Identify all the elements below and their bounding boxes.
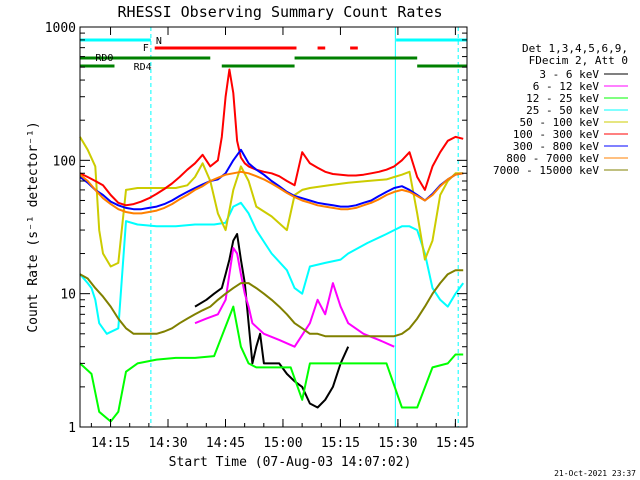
- legend: Det 1,3,4,5,6,9, FDecim 2, Att 0 3 - 6 k…: [493, 42, 628, 177]
- x-axis-ticks: 14:15 14:30 14:45 15:00 15:15 15:30 15:45: [90, 27, 475, 451]
- series-line-2: [79, 305, 464, 423]
- series-line-0: [194, 233, 350, 409]
- series-line-1: [194, 247, 395, 348]
- y-tick-label-2: 100: [53, 154, 76, 169]
- y-tick-label-3: 1000: [45, 21, 76, 36]
- legend-label-5: 100 - 300 keV: [513, 128, 599, 141]
- legend-label-1: 6 - 12 keV: [533, 80, 600, 93]
- y-tick-label-1: 10: [60, 288, 76, 303]
- y-axis-label: Count Rate (s⁻¹ detector⁻¹): [26, 121, 41, 332]
- series-line-8: [79, 269, 464, 338]
- y-axis-ticks: 1 10 100 1000: [45, 21, 467, 436]
- state-bar-label-rd0: RD0: [95, 53, 113, 64]
- legend-header-2: FDecim 2, Att 0: [529, 54, 628, 67]
- timestamp: 21-Oct-2021 23:37: [554, 469, 636, 478]
- x-tick-label-2: 14:45: [206, 436, 245, 451]
- legend-header-1: Det 1,3,4,5,6,9,: [522, 42, 628, 55]
- axes: 14:15 14:30 14:45 15:00 15:15 15:30 15:45 1101…: [26, 21, 475, 470]
- x-axis-label: Start Time (07-Aug-03 14:07:02): [169, 455, 412, 470]
- series-line-7: [79, 170, 464, 215]
- series-line-6: [79, 148, 464, 211]
- series-line-5: [79, 68, 464, 207]
- x-tick-label-0: 14:15: [91, 436, 130, 451]
- legend-label-4: 50 - 100 keV: [520, 116, 600, 129]
- x-tick-label-3: 15:00: [263, 436, 302, 451]
- x-tick-label-6: 15:45: [436, 436, 475, 451]
- state-bars: NF RD0 RD4: [80, 36, 467, 73]
- legend-label-2: 12 - 25 keV: [526, 92, 599, 105]
- state-bar-label-n: N: [156, 36, 162, 47]
- state-bar-label-rd4: RD4: [134, 62, 152, 73]
- legend-label-8: 7000 - 15000 keV: [493, 164, 599, 177]
- x-tick-label-1: 14:30: [148, 436, 187, 451]
- legend-label-6: 300 - 800 keV: [513, 140, 599, 153]
- chart-title: RHESSI Observing Summary Count Rates: [117, 3, 442, 21]
- y-tick-label-0: 1: [68, 421, 76, 436]
- marker-lines: [150, 27, 459, 427]
- plot-frame: [79, 26, 468, 428]
- legend-label-7: 800 - 7000 keV: [506, 152, 599, 165]
- x-tick-label-4: 15:15: [321, 436, 360, 451]
- x-tick-label-5: 15:30: [378, 436, 417, 451]
- series-line-3: [79, 201, 465, 335]
- legend-label-0: 3 - 6 keV: [539, 68, 599, 81]
- series-layer: [79, 68, 465, 423]
- legend-label-3: 25 - 50 keV: [526, 104, 599, 117]
- plot-area: NF RD0 RD4: [79, 26, 468, 428]
- state-bar-label-f: F: [143, 43, 149, 54]
